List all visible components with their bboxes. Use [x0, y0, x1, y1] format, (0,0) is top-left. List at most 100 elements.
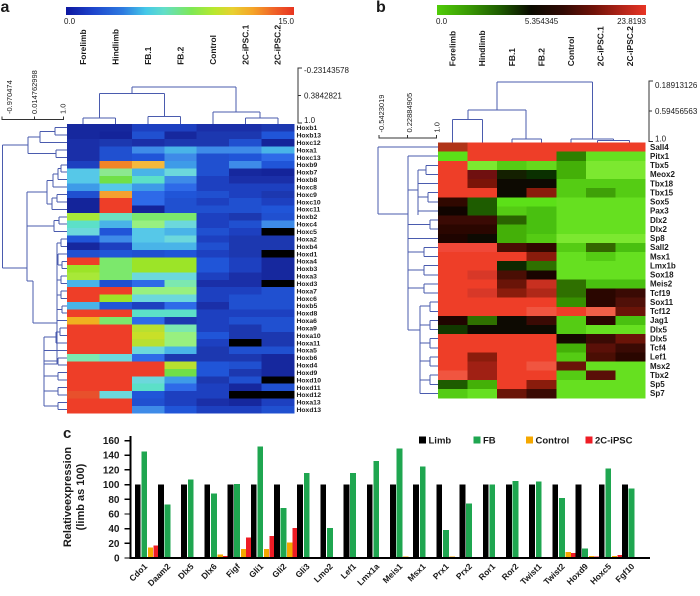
svg-text:Lmo2: Lmo2 [312, 561, 335, 584]
svg-text:Fgf10: Fgf10 [613, 561, 636, 584]
svg-text:-0.5423019: -0.5423019 [377, 95, 386, 133]
svg-text:-0.970474: -0.970474 [5, 80, 14, 114]
svg-text:Hoxb2: Hoxb2 [297, 214, 318, 221]
svg-text:Pitx1: Pitx1 [650, 152, 670, 161]
svg-text:Dlx5: Dlx5 [650, 334, 667, 343]
svg-text:15.0: 15.0 [278, 17, 294, 26]
svg-text:Dlx6: Dlx6 [199, 561, 219, 581]
svg-text:140: 140 [103, 451, 120, 462]
svg-text:Tbx18: Tbx18 [650, 179, 674, 188]
svg-text:Hoxa3: Hoxa3 [297, 274, 318, 281]
svg-text:Hoxc8: Hoxc8 [297, 184, 318, 191]
svg-text:Lmx1b: Lmx1b [650, 261, 676, 270]
svg-text:Meis2: Meis2 [650, 280, 673, 289]
svg-text:Gli1: Gli1 [247, 561, 266, 580]
svg-text:Gli3: Gli3 [293, 561, 312, 580]
svg-text:Hoxa4: Hoxa4 [297, 259, 318, 266]
svg-text:120: 120 [103, 465, 120, 476]
svg-text:Hoxa6: Hoxa6 [297, 318, 318, 325]
svg-text:FB.1: FB.1 [143, 46, 153, 64]
svg-text:c: c [63, 425, 71, 442]
svg-text:Msx1: Msx1 [650, 252, 671, 261]
svg-text:Daam2: Daam2 [146, 561, 173, 588]
svg-text:Forelimb: Forelimb [448, 31, 458, 66]
svg-text:Hoxa7: Hoxa7 [297, 288, 318, 295]
svg-text:Hoxc10: Hoxc10 [297, 199, 321, 206]
svg-text:1.0: 1.0 [59, 104, 68, 114]
svg-text:Hoxa2: Hoxa2 [297, 236, 318, 243]
svg-text:2C-iPSC.1: 2C-iPSC.1 [596, 26, 606, 66]
svg-text:Hoxd3: Hoxd3 [297, 281, 318, 288]
svg-text:Msx1: Msx1 [406, 561, 428, 583]
svg-text:-0.23143578: -0.23143578 [304, 66, 349, 75]
svg-text:Meis1: Meis1 [381, 561, 405, 585]
svg-text:a: a [1, 0, 10, 16]
svg-text:Prx2: Prx2 [454, 561, 474, 581]
svg-text:Hoxb13: Hoxb13 [297, 133, 322, 140]
svg-text:Sox11: Sox11 [650, 298, 674, 307]
svg-text:FB: FB [483, 436, 496, 447]
svg-text:160: 160 [103, 436, 120, 447]
svg-text:Control: Control [536, 436, 570, 447]
svg-text:Tcf12: Tcf12 [650, 307, 671, 316]
svg-text:2C-iPSC.2: 2C-iPSC.2 [273, 24, 283, 64]
svg-text:0: 0 [114, 554, 120, 565]
svg-text:Hoxa9: Hoxa9 [297, 325, 318, 332]
svg-text:Hindlimb: Hindlimb [477, 30, 487, 66]
svg-text:FB.2: FB.2 [175, 46, 185, 64]
svg-text:Ror1: Ror1 [476, 561, 497, 582]
svg-text:Hoxd9: Hoxd9 [565, 561, 591, 587]
svg-text:Hoxc12: Hoxc12 [297, 140, 321, 147]
svg-text:Limb: Limb [429, 436, 452, 447]
svg-text:Hoxd12: Hoxd12 [297, 392, 322, 399]
svg-text:Sp7: Sp7 [650, 389, 665, 398]
svg-text:Hoxd13: Hoxd13 [297, 407, 322, 414]
svg-text:0.0: 0.0 [64, 17, 76, 26]
svg-text:Hoxd4: Hoxd4 [297, 363, 318, 370]
svg-text:Hoxc9: Hoxc9 [297, 192, 318, 199]
svg-text:Jag1: Jag1 [650, 316, 669, 325]
svg-text:Hoxc4: Hoxc4 [297, 222, 318, 229]
svg-text:FB.2: FB.2 [536, 48, 546, 66]
svg-text:2C-iPSC.1: 2C-iPSC.1 [240, 24, 250, 64]
svg-text:Hoxa13: Hoxa13 [297, 400, 321, 407]
svg-text:Forelimb: Forelimb [78, 29, 88, 64]
svg-text:Meox2: Meox2 [650, 170, 675, 179]
svg-text:60: 60 [108, 509, 120, 520]
svg-text:40: 40 [108, 524, 120, 535]
svg-text:Dlx2: Dlx2 [650, 225, 667, 234]
svg-text:Hindlimb: Hindlimb [111, 29, 121, 65]
svg-text:Hoxa5: Hoxa5 [297, 348, 318, 355]
svg-text:Hoxa10: Hoxa10 [297, 333, 321, 340]
svg-text:0.18913126: 0.18913126 [655, 81, 698, 90]
svg-text:Dlx5: Dlx5 [176, 561, 196, 581]
svg-text:Dlx2: Dlx2 [650, 216, 667, 225]
svg-text:Msx2: Msx2 [650, 362, 671, 371]
svg-text:Hoxc6: Hoxc6 [297, 296, 318, 303]
svg-text:Lmx1a: Lmx1a [355, 561, 381, 587]
svg-text:(limb as 100): (limb as 100) [75, 463, 87, 530]
svg-text:5.354345: 5.354345 [525, 17, 559, 26]
svg-text:Sall4: Sall4 [650, 143, 669, 152]
svg-text:Lef1: Lef1 [339, 561, 359, 581]
svg-text:Hoxd11: Hoxd11 [297, 385, 321, 392]
svg-text:Tbx5: Tbx5 [650, 161, 669, 170]
svg-text:80: 80 [108, 495, 120, 506]
svg-text:23.8193: 23.8193 [617, 17, 646, 26]
svg-text:0.014762998: 0.014762998 [30, 70, 39, 114]
svg-text:1.0: 1.0 [433, 122, 442, 132]
svg-text:Hoxa11: Hoxa11 [297, 340, 321, 347]
svg-text:0.59456563: 0.59456563 [655, 107, 698, 116]
svg-text:1.0: 1.0 [655, 135, 667, 144]
svg-text:20: 20 [108, 539, 120, 550]
svg-text:2C-iPSC.2: 2C-iPSC.2 [625, 26, 635, 66]
svg-text:Hoxc11: Hoxc11 [297, 207, 321, 214]
svg-text:0.22884905: 0.22884905 [405, 93, 414, 133]
svg-text:Hoxb8: Hoxb8 [297, 177, 318, 184]
svg-text:Hoxc5: Hoxc5 [588, 561, 613, 586]
svg-text:1.0: 1.0 [304, 116, 316, 125]
svg-text:Lef1: Lef1 [650, 353, 667, 362]
svg-text:100: 100 [103, 480, 120, 491]
svg-text:Sp5: Sp5 [650, 380, 665, 389]
svg-text:Control: Control [208, 35, 218, 65]
